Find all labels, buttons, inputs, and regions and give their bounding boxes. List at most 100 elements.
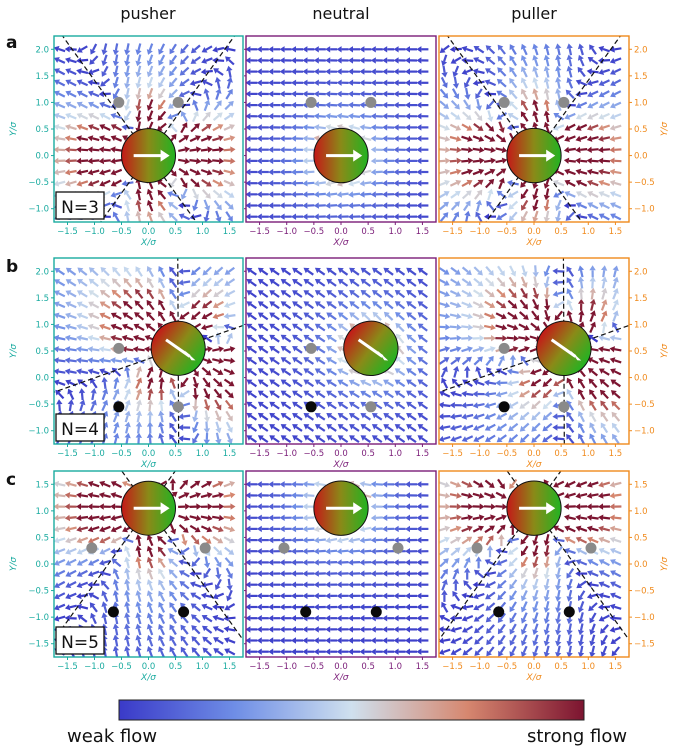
flow-arrow: [114, 168, 123, 174]
flow-arrow: [485, 181, 492, 189]
flow-arrowhead: [452, 83, 460, 89]
flow-arrow: [124, 381, 129, 389]
flow-arrowhead: [498, 639, 504, 646]
black-particle: [107, 606, 119, 618]
flow-arrowhead: [488, 178, 495, 185]
flow-arrowhead: [500, 313, 507, 320]
flow-arrowhead: [280, 413, 287, 419]
flow-arrow: [126, 54, 130, 62]
flow-arrowhead: [228, 112, 235, 119]
flow-arrow: [205, 324, 213, 329]
flow-arrow: [443, 404, 451, 408]
swimmer-direction-arrow: [550, 338, 577, 358]
flow-arrowhead: [478, 514, 485, 521]
flow-arrow: [284, 280, 292, 287]
flow-arrowhead: [325, 537, 331, 544]
flow-arrowhead: [98, 334, 105, 342]
flow-arrowhead: [54, 90, 60, 97]
flow-arrow: [103, 594, 109, 602]
flow-arrowhead: [64, 526, 71, 533]
flow-arrowhead: [76, 560, 83, 566]
flow-arrow: [614, 101, 622, 107]
flow-arrowhead: [441, 601, 447, 608]
flow-arrow: [284, 269, 292, 276]
flow-arrowhead: [292, 435, 298, 441]
flow-arrow: [201, 178, 209, 185]
flow-arrowhead: [314, 390, 321, 397]
flow-arrow: [58, 569, 66, 575]
flow-arrow: [341, 537, 349, 542]
flow-arrow: [171, 280, 178, 288]
flow-arrow: [511, 401, 519, 407]
flow-arrow: [318, 414, 326, 421]
flow-arrow: [509, 265, 515, 273]
flow-arrowhead: [532, 629, 539, 636]
flow-arrow: [171, 88, 178, 96]
flow-arrow: [398, 426, 406, 432]
flow-arrowhead: [454, 114, 461, 120]
flow-arrowhead: [230, 157, 236, 165]
flow-arrowhead: [531, 403, 537, 410]
flow-arrow: [352, 269, 360, 276]
flow-arrowhead: [509, 55, 515, 62]
flow-arrowhead: [207, 514, 213, 522]
flow-arrowhead: [87, 169, 94, 176]
flow-arrow: [295, 314, 303, 321]
flow-arrow: [318, 292, 326, 298]
flow-arrow: [215, 92, 220, 100]
flow-arrowhead: [488, 125, 495, 132]
flow-arrow: [148, 204, 154, 212]
flow-arrowhead: [313, 637, 319, 644]
flow-arrow: [364, 115, 372, 118]
flow-arrowhead: [121, 480, 128, 487]
flow-arrowhead: [485, 616, 492, 623]
flow-arrow: [194, 299, 201, 307]
flow-arrowhead: [489, 313, 496, 320]
flow-arrow: [69, 526, 77, 531]
n-label-box: [55, 191, 105, 220]
flow-arrow: [591, 215, 599, 221]
flow-arrow: [454, 65, 460, 73]
flow-arrowhead: [168, 202, 174, 208]
flow-arrowhead: [325, 592, 331, 600]
flow-arrow: [212, 148, 220, 152]
flow-arrowhead: [500, 493, 507, 499]
flow-arrowhead: [393, 79, 399, 86]
flow-arrow: [58, 603, 66, 609]
flow-arrowhead: [178, 559, 184, 566]
flow-arrowhead: [302, 570, 308, 577]
flow-arrow: [125, 303, 133, 310]
flow-arrowhead: [228, 380, 235, 387]
flow-arrow: [92, 68, 100, 73]
flow-arrowhead: [370, 536, 376, 544]
flow-arrowhead: [64, 346, 71, 353]
flow-arrowhead: [532, 272, 539, 278]
flow-arrowhead: [100, 580, 107, 587]
flow-arrow: [364, 181, 372, 185]
flow-arrowhead: [147, 399, 154, 405]
flow-arrowhead: [405, 570, 410, 577]
flow-arrowhead: [168, 92, 175, 99]
flow-arrowhead: [224, 269, 231, 275]
flow-arrow: [182, 389, 190, 396]
flow-arrowhead: [87, 503, 93, 510]
flow-arrow: [69, 482, 77, 487]
flow-arrow: [602, 90, 610, 96]
flow-arrowhead: [498, 127, 505, 134]
flow-arrowhead: [532, 618, 539, 624]
flow-arrow: [375, 414, 383, 421]
flow-arrowhead: [609, 57, 616, 64]
flow-arrowhead: [212, 323, 218, 331]
flow-arrow: [579, 392, 586, 400]
flow-arrowhead: [246, 548, 251, 555]
flow-arrow: [386, 426, 394, 432]
flow-field: [246, 480, 429, 655]
flow-arrow: [443, 381, 449, 389]
flow-arrowhead: [302, 559, 308, 566]
flow-arrow: [223, 190, 231, 196]
flow-arrowhead: [112, 266, 118, 273]
flow-arrowhead: [521, 204, 527, 211]
flow-arrowhead: [246, 323, 253, 330]
flow-arrowhead: [383, 311, 390, 318]
flow-arrowhead: [589, 276, 596, 282]
